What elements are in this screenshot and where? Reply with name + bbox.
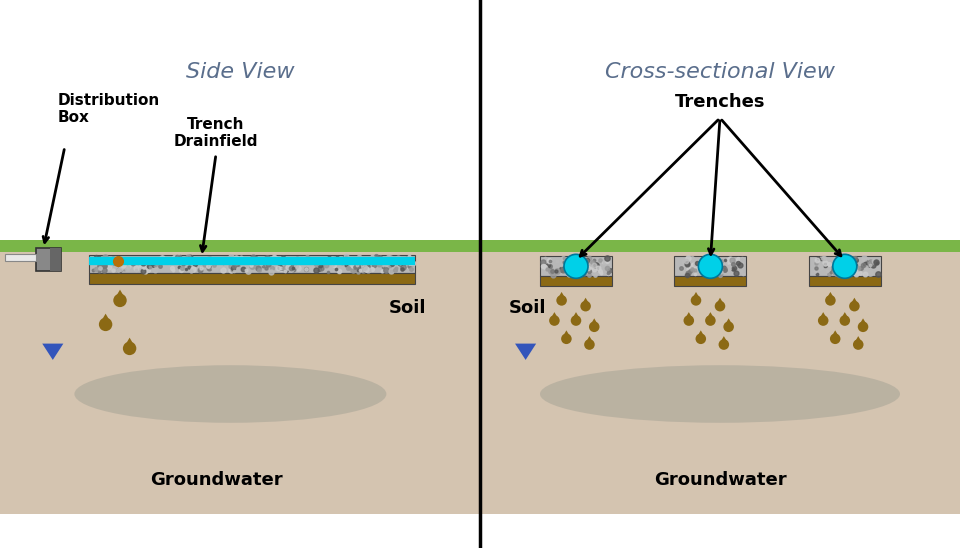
Polygon shape <box>716 298 724 304</box>
Bar <box>480 34 960 241</box>
Bar <box>808 256 881 276</box>
Bar <box>540 256 612 276</box>
Circle shape <box>832 254 856 278</box>
Polygon shape <box>115 290 125 297</box>
Polygon shape <box>551 312 558 318</box>
Circle shape <box>549 315 560 326</box>
Circle shape <box>714 301 726 311</box>
Polygon shape <box>558 292 565 298</box>
Circle shape <box>691 295 701 306</box>
Bar <box>808 276 881 286</box>
Text: Soil: Soil <box>389 299 427 317</box>
Circle shape <box>561 334 571 344</box>
Polygon shape <box>720 336 728 342</box>
Circle shape <box>580 301 590 311</box>
Text: Soil: Soil <box>509 299 547 317</box>
Text: Side View: Side View <box>185 62 295 82</box>
Circle shape <box>829 334 841 344</box>
Polygon shape <box>725 318 732 324</box>
Circle shape <box>724 322 733 332</box>
Ellipse shape <box>74 365 386 423</box>
Bar <box>480 253 960 514</box>
Polygon shape <box>685 312 692 318</box>
Polygon shape <box>697 330 705 336</box>
Ellipse shape <box>540 365 900 423</box>
Text: Groundwater: Groundwater <box>150 471 282 489</box>
Circle shape <box>718 339 730 350</box>
Circle shape <box>849 301 860 311</box>
Text: Distribution
Box: Distribution Box <box>58 93 160 125</box>
Circle shape <box>705 315 715 326</box>
Bar <box>5 254 36 261</box>
Bar <box>0 241 480 253</box>
Circle shape <box>584 339 595 350</box>
Polygon shape <box>841 312 849 318</box>
Bar <box>36 248 61 271</box>
Polygon shape <box>582 298 589 304</box>
Polygon shape <box>827 292 834 298</box>
Bar <box>0 34 480 241</box>
Polygon shape <box>101 313 110 321</box>
Polygon shape <box>820 312 827 318</box>
Polygon shape <box>590 318 598 324</box>
Polygon shape <box>125 338 134 345</box>
Polygon shape <box>851 298 858 304</box>
Polygon shape <box>586 336 593 342</box>
Bar <box>89 273 416 284</box>
Circle shape <box>853 339 864 350</box>
Text: Trench
Drainfield: Trench Drainfield <box>174 117 258 149</box>
Text: Cross-sectional View: Cross-sectional View <box>605 62 835 82</box>
Bar <box>0 253 480 514</box>
Circle shape <box>826 295 835 306</box>
Bar <box>674 256 747 276</box>
Circle shape <box>570 315 581 326</box>
Bar <box>480 241 960 253</box>
Circle shape <box>695 334 706 344</box>
Bar <box>540 276 612 286</box>
Circle shape <box>557 295 566 306</box>
Polygon shape <box>572 312 580 318</box>
Circle shape <box>698 254 722 278</box>
Polygon shape <box>831 330 839 336</box>
Bar <box>50 248 61 271</box>
Polygon shape <box>859 318 867 324</box>
Text: Trenches: Trenches <box>675 93 765 111</box>
Circle shape <box>589 322 599 332</box>
Circle shape <box>564 254 588 278</box>
Bar <box>89 255 416 273</box>
Circle shape <box>113 294 127 307</box>
Circle shape <box>858 322 868 332</box>
Circle shape <box>818 315 828 326</box>
Polygon shape <box>563 330 570 336</box>
Circle shape <box>839 315 851 326</box>
Polygon shape <box>707 312 714 318</box>
Polygon shape <box>854 336 862 342</box>
Polygon shape <box>515 344 536 360</box>
Circle shape <box>123 342 136 355</box>
Circle shape <box>99 318 112 331</box>
Polygon shape <box>42 344 63 360</box>
Circle shape <box>684 315 694 326</box>
Text: Groundwater: Groundwater <box>654 471 786 489</box>
Bar <box>674 276 747 286</box>
Polygon shape <box>692 292 700 298</box>
